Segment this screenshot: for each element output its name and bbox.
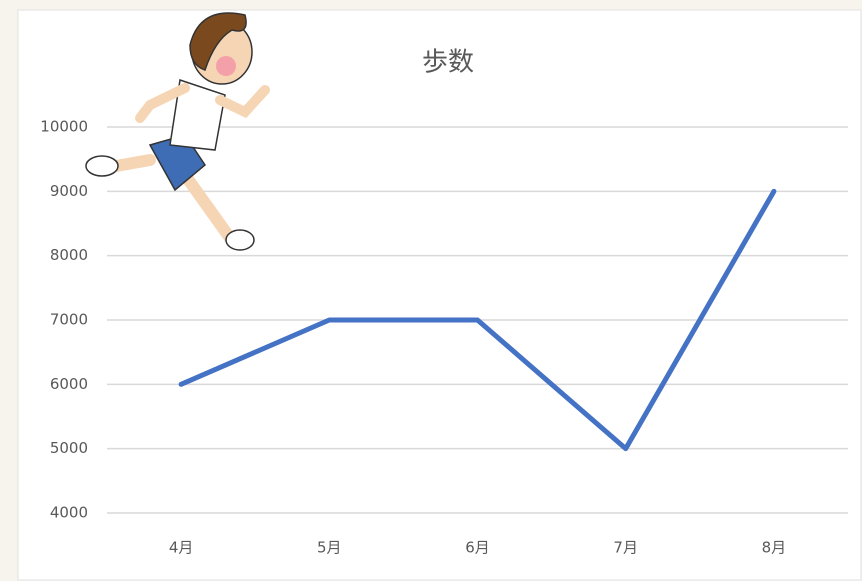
- x-tick-label: 7月: [613, 539, 638, 557]
- data-line: [178, 188, 777, 452]
- y-tick-label: 7000: [50, 311, 88, 329]
- chart-title: 歩数: [422, 48, 474, 78]
- y-tick-label: 5000: [50, 439, 88, 457]
- y-tick-label: 4000: [50, 504, 88, 522]
- y-tick-label: 10000: [40, 118, 88, 136]
- runner-illustration: [85, 12, 270, 251]
- x-tick-label: 4月: [169, 539, 194, 557]
- chart-area: [17, 9, 862, 581]
- y-tick-label: 8000: [50, 246, 88, 264]
- x-tick-label: 8月: [762, 539, 787, 557]
- y-tick-label: 6000: [50, 375, 88, 393]
- x-tick-label: 5月: [317, 539, 342, 557]
- y-tick-label: 9000: [50, 182, 88, 200]
- x-tick-label: 6月: [465, 539, 490, 557]
